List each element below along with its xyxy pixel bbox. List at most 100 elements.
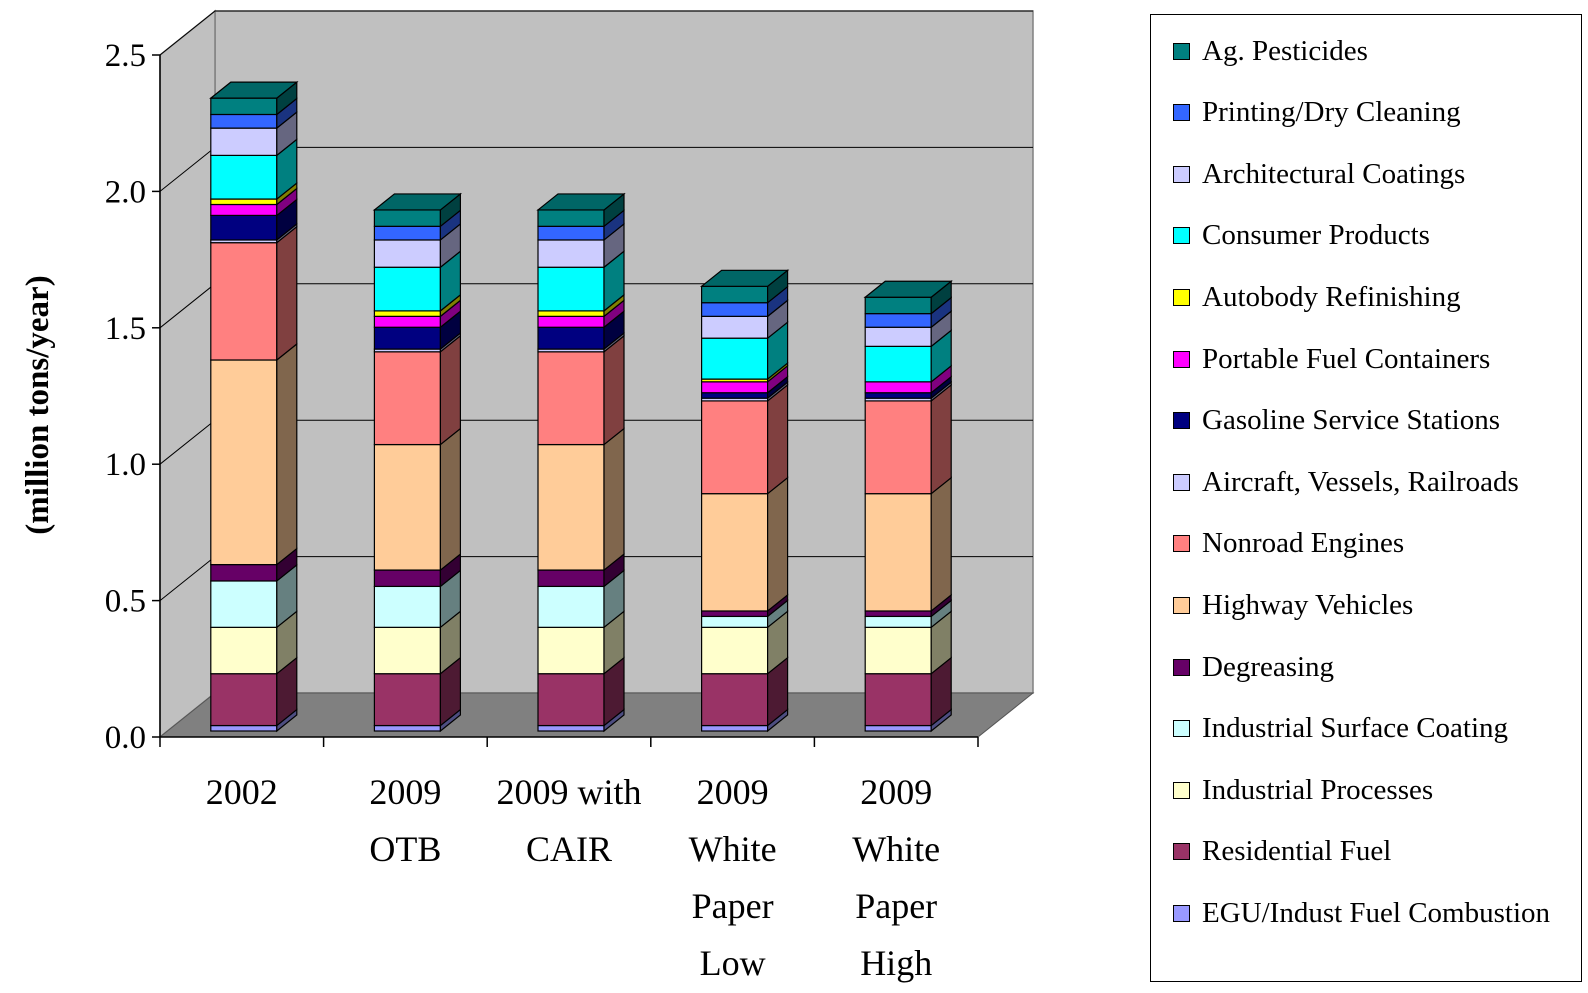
bar-segment xyxy=(373,585,441,628)
x-tick-label: OTB xyxy=(369,829,441,869)
bar-segment xyxy=(210,113,278,129)
bar-segment xyxy=(373,315,441,328)
gridline xyxy=(159,10,1033,56)
x-tick-label: 2009 xyxy=(369,772,441,812)
bar-segment xyxy=(700,392,769,399)
bar-segment xyxy=(537,315,605,328)
bar-segment xyxy=(537,673,605,727)
bar-segment-side xyxy=(439,427,461,572)
legend-swatch xyxy=(1173,720,1190,738)
y-tick-label: 0.5 xyxy=(105,584,146,620)
legend-swatch xyxy=(1173,658,1190,676)
bar-segment-top xyxy=(536,193,626,211)
legend-label: Degreasing xyxy=(1202,650,1335,683)
bar-segment xyxy=(537,225,605,241)
legend-label: Autobody Refinishing xyxy=(1202,280,1461,313)
bar-segment xyxy=(210,563,278,582)
x-tick-label: Paper xyxy=(692,886,774,926)
legend-label: Residential Fuel xyxy=(1202,835,1392,868)
chart-legend: Ag. Pesticides Printing/Dry Cleaning Archi… xyxy=(1150,14,1582,982)
x-tick-label: 2002 xyxy=(206,772,278,812)
legend-item: Industrial Processes xyxy=(1173,773,1433,807)
bar-segment xyxy=(210,580,278,628)
axes: 0.0 0.5 1.0 1.5 2.0 2.5 2002 2009 OTB 2009 with CA… xyxy=(105,38,979,983)
bar-segment xyxy=(864,326,932,347)
bar-segment xyxy=(537,266,605,312)
bar-stack xyxy=(863,279,953,733)
legend-swatch xyxy=(1173,412,1190,430)
bar-segment-side xyxy=(439,334,461,446)
x-tick-label: High xyxy=(860,943,932,983)
bar-segment-top xyxy=(209,81,299,99)
bar-segment-top xyxy=(699,269,790,287)
legend-label: Gasoline Service Stations xyxy=(1202,404,1501,437)
bar-stack xyxy=(536,192,626,733)
bar-segment xyxy=(537,351,605,446)
bar-segment xyxy=(864,724,932,732)
legend-item: Printing/Dry Cleaning xyxy=(1173,96,1461,130)
bar-segment xyxy=(864,400,932,495)
bar-segment xyxy=(210,359,278,566)
bar-segment xyxy=(700,610,769,618)
bar-stacks xyxy=(209,80,953,733)
legend-label: Industrial Surface Coating xyxy=(1202,712,1509,745)
chart-plot: 0.0 0.5 1.0 1.5 2.0 2.5 2002 2009 OTB 2009 with CA… xyxy=(20,9,1035,983)
x-tick-label: CAIR xyxy=(526,829,612,869)
bar-segment xyxy=(373,443,441,571)
y-tick-label: 2.0 xyxy=(105,174,146,210)
bar-segment xyxy=(700,493,769,612)
legend-item: Autobody Refinishing xyxy=(1173,280,1461,314)
bar-segment xyxy=(700,724,769,732)
bar-segment-top xyxy=(372,193,463,211)
bar-segment xyxy=(864,345,932,383)
bar-segment xyxy=(864,296,932,315)
y-tick-label: 1.0 xyxy=(105,447,146,483)
bar-segment xyxy=(373,225,441,241)
bar-segment xyxy=(210,673,278,727)
legend-item: Industrial Surface Coating xyxy=(1173,712,1508,746)
legend-swatch xyxy=(1173,227,1190,245)
x-tick-label: 2009 xyxy=(860,772,932,812)
x-tick-label: White xyxy=(852,829,940,869)
bar-segment xyxy=(210,97,278,116)
y-tick-label: 1.5 xyxy=(105,311,146,347)
bar-stack xyxy=(372,192,463,733)
bar-segment xyxy=(537,310,605,317)
bar-segment xyxy=(700,337,769,380)
bar-segment xyxy=(537,239,605,268)
bar-segment xyxy=(373,569,441,588)
bar-stack xyxy=(209,80,299,733)
bar-segment xyxy=(700,285,769,304)
bar-segment xyxy=(700,673,769,727)
bar-segment xyxy=(373,724,441,732)
legend-swatch xyxy=(1173,904,1190,922)
bar-segment-side xyxy=(276,342,298,566)
bar-segment xyxy=(210,626,278,675)
x-tick-label: Low xyxy=(700,943,766,983)
bar-segment xyxy=(864,615,932,628)
bar-segment xyxy=(537,626,605,675)
legend-swatch xyxy=(1173,843,1190,861)
legend-label: Industrial Processes xyxy=(1202,773,1434,806)
legend-swatch xyxy=(1173,350,1190,368)
legend-item: Portable Fuel Containers xyxy=(1173,342,1490,376)
bar-segment xyxy=(210,242,278,361)
bar-segment xyxy=(700,626,769,675)
bar-segment xyxy=(864,381,932,394)
y-tick-label: 2.5 xyxy=(105,38,146,74)
bar-segment-side xyxy=(276,225,298,362)
legend-swatch xyxy=(1173,473,1190,491)
legend-swatch xyxy=(1173,781,1190,799)
bar-segment xyxy=(373,673,441,727)
bar-segment-side xyxy=(603,427,625,572)
legend-item: Aircraft, Vessels, Railroads xyxy=(1173,465,1519,499)
bar-segment xyxy=(373,351,441,446)
y-tick-label: 0.0 xyxy=(105,720,146,756)
bar-segment-side xyxy=(930,383,952,495)
bar-segment-top xyxy=(863,280,953,298)
bar-segment xyxy=(700,615,769,628)
side-wall xyxy=(159,9,216,739)
bar-segment xyxy=(864,493,932,612)
legend-swatch xyxy=(1173,165,1190,183)
bar-segment-side xyxy=(766,383,789,495)
